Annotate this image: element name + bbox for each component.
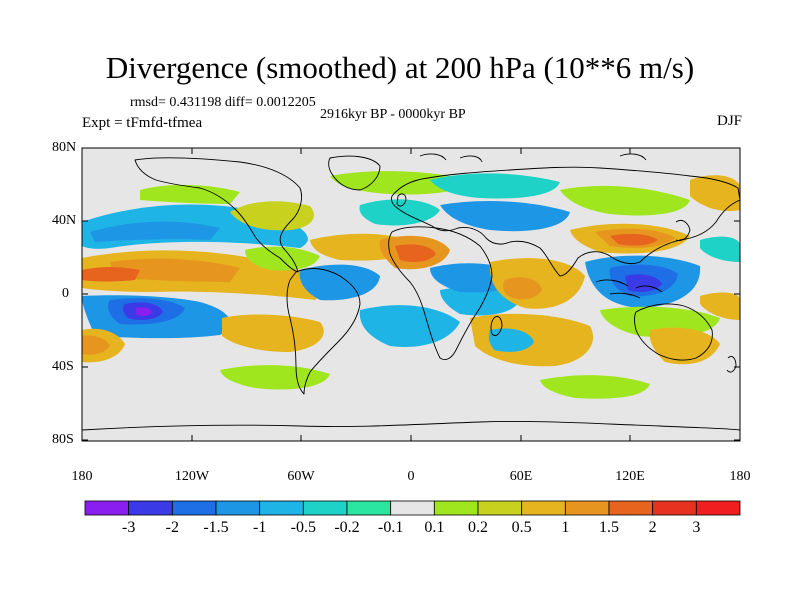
- eurasia-outline: [391, 166, 740, 277]
- colorbar: [84, 500, 741, 516]
- field-region: [245, 246, 320, 271]
- field-region: [82, 267, 140, 282]
- colorbar-swatch: [521, 500, 566, 516]
- colorbar-swatch: [215, 500, 261, 516]
- field-region: [440, 200, 570, 232]
- colorbar-swatch: [433, 500, 479, 516]
- lat-tick-label: 0: [62, 286, 69, 301]
- lon-tick-label: 120E: [615, 469, 645, 484]
- field-region: [440, 287, 520, 316]
- lat-tick-label: 80N: [52, 140, 77, 155]
- lon-tick-label: 60W: [287, 469, 315, 484]
- new-zealand-outline: [726, 355, 737, 373]
- divergence-field: [82, 171, 740, 399]
- lon-tick-label: 60E: [509, 469, 533, 484]
- colorbar-label: 1: [561, 519, 570, 536]
- lon-tick-label: 180: [729, 469, 751, 484]
- colorbar-label: -0.2: [334, 519, 360, 536]
- field-region: [90, 221, 220, 242]
- south-america-outline: [286, 268, 361, 395]
- indonesia-outline: [595, 279, 663, 299]
- colorbar-swatch: [390, 500, 435, 516]
- colorbar-swatch: [84, 500, 130, 516]
- field-region: [540, 375, 650, 399]
- field-region: [610, 233, 658, 246]
- field-region: [359, 305, 460, 347]
- field-region: [430, 173, 560, 199]
- field-region: [560, 185, 690, 216]
- field-region: [140, 184, 240, 204]
- colorbar-label: -0.5: [290, 519, 316, 536]
- colorbar-label: -1: [252, 519, 267, 536]
- stats-text: rmsd= 0.431198 diff= 0.0012205: [130, 95, 316, 110]
- field-region: [230, 201, 314, 231]
- field-region: [136, 307, 152, 317]
- season-label: DJF: [716, 113, 742, 129]
- australia-outline: [634, 303, 713, 361]
- lon-tick-label: 120W: [174, 469, 210, 484]
- colorbar-swatch: [302, 500, 348, 516]
- field-region: [299, 264, 380, 301]
- colorbar-label: 2: [648, 519, 657, 536]
- field-region: [222, 314, 324, 352]
- colorbar-label: -3: [121, 519, 136, 536]
- colorbar-label: 3: [692, 519, 701, 536]
- axis-ticks: [81, 147, 741, 441]
- lon-tick-label: 180: [71, 469, 93, 484]
- north-america-outline: [134, 157, 303, 273]
- field-region: [488, 328, 534, 352]
- experiment-label: Expt = tFmfd-tfmea: [82, 115, 203, 131]
- field-region: [359, 199, 440, 226]
- colorbar-label: -2: [165, 519, 179, 536]
- colorbar-swatch: [171, 500, 217, 516]
- colorbar-swatch: [259, 500, 304, 516]
- period-label: 2916kyr BP - 0000kyr BP: [320, 107, 466, 122]
- field-region: [649, 327, 720, 365]
- field-region: [700, 236, 740, 262]
- colorbar-swatch: [128, 500, 173, 516]
- field-region: [82, 335, 110, 355]
- colorbar-swatch: [608, 500, 654, 516]
- africa-outline: [388, 226, 493, 361]
- colorbar-swatch: [346, 500, 392, 516]
- colorbar-label: 0.5: [511, 519, 532, 536]
- greenland-outline: [328, 155, 381, 191]
- japan-outline: [675, 219, 691, 241]
- colorbar-label: -1.5: [203, 519, 229, 536]
- colorbar-swatch: [652, 500, 697, 516]
- field-region: [220, 365, 330, 390]
- lat-tick-label: 40S: [52, 359, 74, 374]
- arctic-islands-outline: [419, 153, 647, 163]
- field-region: [690, 175, 740, 212]
- colorbar-label: 1.5: [599, 519, 619, 536]
- coastlines: [82, 153, 740, 431]
- madagascar-outline: [490, 315, 503, 337]
- antarctica-outline: [82, 421, 740, 431]
- colorbar-label: 0.2: [468, 519, 488, 536]
- colorbar-swatch: [477, 500, 523, 516]
- uk-outline: [396, 193, 407, 207]
- plot-title: Divergence (smoothed) at 200 hPa (10**6 …: [105, 50, 695, 85]
- colorbar-label: -0.1: [377, 519, 404, 536]
- lat-tick-label: 80S: [52, 432, 74, 447]
- field-region: [700, 292, 740, 320]
- field-region: [503, 277, 542, 300]
- field-region: [110, 258, 240, 282]
- colorbar-label: 0.1: [424, 519, 445, 536]
- colorbar-swatch: [695, 500, 741, 516]
- colorbar-swatch: [564, 500, 610, 516]
- lat-tick-label: 40N: [52, 213, 77, 228]
- field-region: [395, 244, 436, 262]
- lon-tick-label: 0: [407, 469, 415, 484]
